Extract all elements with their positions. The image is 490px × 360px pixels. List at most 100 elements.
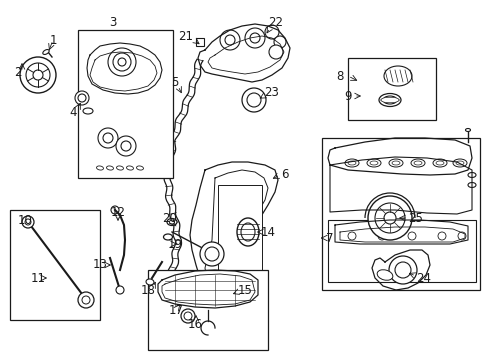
Circle shape	[116, 136, 136, 156]
Ellipse shape	[237, 218, 259, 246]
Circle shape	[118, 58, 126, 66]
Circle shape	[184, 312, 192, 320]
Circle shape	[245, 28, 265, 48]
Ellipse shape	[383, 96, 397, 104]
Text: 17: 17	[169, 303, 183, 316]
Circle shape	[395, 262, 411, 278]
Text: 1: 1	[49, 33, 57, 46]
Text: 7: 7	[326, 231, 334, 244]
Circle shape	[108, 48, 136, 76]
Text: 13: 13	[93, 258, 107, 271]
Text: 21: 21	[178, 30, 194, 42]
Text: 15: 15	[238, 284, 252, 297]
Ellipse shape	[377, 270, 393, 280]
Circle shape	[113, 53, 131, 71]
Ellipse shape	[167, 219, 177, 225]
Circle shape	[75, 91, 89, 105]
Circle shape	[25, 219, 31, 225]
Ellipse shape	[170, 220, 174, 224]
Ellipse shape	[241, 223, 255, 241]
Circle shape	[111, 206, 119, 214]
Text: 14: 14	[261, 225, 275, 238]
Circle shape	[116, 286, 124, 294]
Circle shape	[26, 63, 50, 87]
Circle shape	[375, 203, 405, 233]
Ellipse shape	[436, 161, 444, 165]
Circle shape	[389, 256, 417, 284]
Circle shape	[384, 212, 396, 224]
Ellipse shape	[83, 108, 93, 114]
Text: 4: 4	[69, 105, 77, 118]
Circle shape	[98, 128, 118, 148]
Circle shape	[22, 216, 34, 228]
Circle shape	[33, 70, 43, 80]
Ellipse shape	[453, 159, 467, 167]
Text: 2: 2	[14, 66, 22, 78]
Ellipse shape	[367, 159, 381, 167]
Circle shape	[269, 45, 283, 59]
Ellipse shape	[381, 98, 399, 102]
Text: 9: 9	[344, 90, 352, 103]
Bar	[328, 220, 476, 282]
Text: 5: 5	[172, 76, 179, 89]
Ellipse shape	[381, 98, 399, 103]
Circle shape	[121, 141, 131, 151]
Circle shape	[242, 88, 266, 112]
Circle shape	[82, 296, 90, 304]
Circle shape	[274, 36, 286, 48]
Bar	[148, 270, 268, 350]
Circle shape	[200, 242, 224, 266]
Circle shape	[205, 247, 219, 261]
Circle shape	[458, 232, 466, 240]
Text: 20: 20	[163, 211, 177, 225]
Circle shape	[408, 232, 416, 240]
Ellipse shape	[348, 161, 356, 165]
Circle shape	[247, 93, 261, 107]
Ellipse shape	[433, 159, 447, 167]
Ellipse shape	[392, 161, 400, 165]
Ellipse shape	[146, 279, 154, 285]
Ellipse shape	[379, 94, 401, 107]
Circle shape	[78, 94, 86, 102]
Ellipse shape	[468, 183, 476, 188]
Circle shape	[181, 309, 195, 323]
Text: 6: 6	[281, 168, 289, 181]
Bar	[10, 210, 100, 320]
Ellipse shape	[137, 166, 144, 170]
Text: 23: 23	[265, 85, 279, 99]
Text: 19: 19	[168, 238, 182, 251]
Ellipse shape	[345, 159, 359, 167]
Text: 8: 8	[336, 69, 343, 82]
Bar	[196, 38, 204, 46]
Ellipse shape	[414, 161, 422, 165]
Ellipse shape	[43, 50, 49, 54]
Text: 10: 10	[18, 213, 32, 226]
Bar	[218, 185, 262, 275]
Bar	[348, 58, 436, 120]
Ellipse shape	[97, 166, 103, 170]
Ellipse shape	[117, 166, 123, 170]
Ellipse shape	[456, 161, 464, 165]
Text: 16: 16	[188, 319, 202, 332]
Text: 25: 25	[409, 211, 423, 225]
Ellipse shape	[466, 129, 470, 131]
Ellipse shape	[370, 161, 378, 165]
Circle shape	[78, 292, 94, 308]
Circle shape	[265, 25, 279, 39]
Text: 22: 22	[269, 15, 284, 28]
Circle shape	[220, 30, 240, 50]
Ellipse shape	[389, 159, 403, 167]
Text: 11: 11	[30, 271, 46, 284]
Text: 18: 18	[141, 284, 155, 297]
Ellipse shape	[468, 172, 476, 177]
Ellipse shape	[384, 66, 412, 86]
Ellipse shape	[106, 166, 114, 170]
Circle shape	[20, 57, 56, 93]
Circle shape	[348, 232, 356, 240]
Ellipse shape	[411, 159, 425, 167]
Circle shape	[225, 35, 235, 45]
Bar	[78, 30, 173, 178]
Text: 3: 3	[109, 15, 117, 28]
Ellipse shape	[381, 98, 399, 102]
Circle shape	[438, 232, 446, 240]
